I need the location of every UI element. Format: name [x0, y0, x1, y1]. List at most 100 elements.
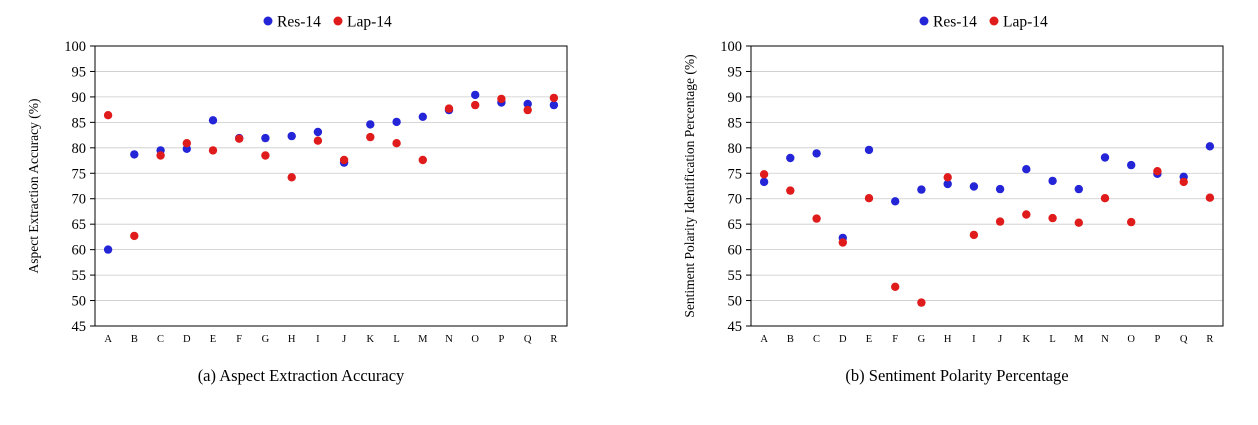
y-tick-label: 85	[72, 115, 87, 131]
x-tick-label: P	[1155, 334, 1161, 345]
x-tick-label: I	[316, 334, 320, 345]
x-tick-label: H	[944, 334, 952, 345]
x-tick-label: O	[1127, 334, 1135, 345]
data-point-res-14	[418, 112, 427, 122]
data-point-lap-14	[182, 139, 191, 148]
y-tick-label: 75	[72, 166, 87, 182]
x-tick-label: E	[210, 334, 216, 345]
data-point-lap-14	[1179, 177, 1188, 187]
chart-figure-aspect-extraction: 45 50 55 60 65 70 75 80 85 90 95 100 A B C D E F G H I J K L M N O…	[21, 6, 581, 386]
data-point-lap-14	[103, 111, 113, 120]
data-point-lap-14	[444, 104, 454, 113]
y-tick-label: 65	[728, 217, 743, 233]
legend-label-lap-14: Lap-14	[347, 14, 392, 31]
x-tick-label: B	[131, 334, 138, 345]
data-point-res-14	[549, 100, 559, 110]
x-tick-label: K	[1023, 334, 1031, 345]
x-tick-label: E	[866, 334, 872, 345]
y-tick-label: 45	[72, 319, 87, 335]
data-point-res-14	[864, 145, 874, 155]
x-tick-label: B	[787, 334, 794, 345]
legend-marker-res-14	[919, 16, 929, 26]
data-point-res-14	[1048, 176, 1057, 186]
y-tick-label: 80	[728, 141, 743, 157]
y-tick-label: 90	[72, 90, 87, 106]
x-tick-label: A	[104, 334, 112, 345]
x-tick-label: L	[393, 334, 399, 345]
data-point-res-14	[995, 184, 1005, 194]
data-point-lap-14	[471, 100, 480, 110]
x-tick-label: A	[760, 334, 768, 345]
legend-marker-res-14	[263, 16, 273, 26]
x-tick-label: K	[367, 334, 375, 345]
data-point-lap-14	[287, 173, 296, 182]
x-tick-label: N	[445, 334, 453, 345]
data-point-res-14	[786, 153, 795, 163]
x-tick-label: G	[918, 334, 926, 345]
y-tick-label: 95	[72, 64, 87, 80]
data-point-res-14	[1127, 160, 1136, 170]
data-point-res-14	[208, 116, 218, 125]
data-point-lap-14	[1022, 210, 1031, 219]
sentiment-polarity-chart: 45 50 55 60 65 70 75 80 85 90 95 100 A B C D E F G H I J K L M N O…	[682, 14, 1224, 345]
y-tick-label: 50	[728, 294, 743, 310]
x-tick-label: D	[183, 334, 191, 345]
x-tick-label: J	[998, 334, 1002, 345]
x-tick-label: N	[1101, 334, 1109, 345]
data-point-lap-14	[497, 94, 506, 104]
data-point-lap-14	[891, 282, 900, 291]
y-tick-label: 50	[72, 294, 87, 310]
x-tick-label: G	[262, 334, 270, 345]
data-point-lap-14	[1100, 194, 1110, 203]
data-point-lap-14	[786, 186, 795, 195]
caption-b: (b) Sentiment Polarity Percentage	[845, 366, 1069, 385]
legend: Res-14 Lap-14	[919, 14, 1048, 31]
y-tick-label: 100	[720, 39, 742, 55]
data-point-lap-14	[208, 146, 218, 155]
data-point-res-14	[1205, 142, 1215, 151]
x-tick-label: L	[1049, 334, 1055, 345]
data-point-res-14	[812, 149, 821, 158]
x-tick-label: M	[1074, 334, 1084, 345]
data-point-lap-14	[1205, 193, 1215, 202]
data-point-lap-14	[1127, 217, 1136, 227]
y-tick-label: 85	[728, 115, 743, 131]
data-point-lap-14	[969, 230, 979, 240]
data-point-res-14	[1100, 153, 1110, 162]
data-point-res-14	[313, 127, 323, 137]
plot-border	[94, 45, 568, 327]
legend-label-lap-14: Lap-14	[1003, 14, 1048, 31]
data-point-lap-14	[838, 238, 847, 247]
data-point-res-14	[261, 133, 270, 143]
data-point-res-14	[759, 177, 769, 187]
x-tick-label: J	[342, 334, 346, 345]
data-point-lap-14	[339, 155, 349, 165]
y-axis-label: Aspect Extraction Accuracy (%)	[26, 98, 41, 273]
data-point-lap-14	[759, 170, 769, 179]
caption-a: (a) Aspect Extraction Accuracy	[197, 366, 405, 385]
data-point-lap-14	[130, 231, 139, 241]
data-point-lap-14	[1048, 213, 1057, 223]
x-tick-label: D	[839, 334, 847, 345]
y-tick-label: 95	[728, 64, 743, 80]
y-tick-label: 80	[72, 141, 87, 157]
x-tick-label: C	[813, 334, 820, 345]
data-point-res-14	[103, 245, 113, 254]
data-point-lap-14	[995, 217, 1005, 226]
data-point-lap-14	[1074, 218, 1083, 227]
x-tick-label: P	[499, 334, 505, 345]
data-point-lap-14	[943, 173, 952, 182]
y-tick-label: 60	[72, 243, 87, 259]
plot-border	[750, 45, 1224, 327]
legend-marker-lap-14	[989, 16, 999, 26]
data-point-lap-14	[812, 214, 821, 223]
y-tick-label: 45	[728, 319, 743, 335]
data-point-lap-14	[418, 155, 427, 165]
data-point-res-14	[917, 185, 926, 194]
y-tick-label: 55	[728, 268, 743, 284]
data-point-res-14	[1022, 165, 1031, 174]
legend-label-res-14: Res-14	[277, 14, 321, 31]
data-point-lap-14	[392, 139, 401, 148]
data-point-res-14	[392, 117, 401, 127]
